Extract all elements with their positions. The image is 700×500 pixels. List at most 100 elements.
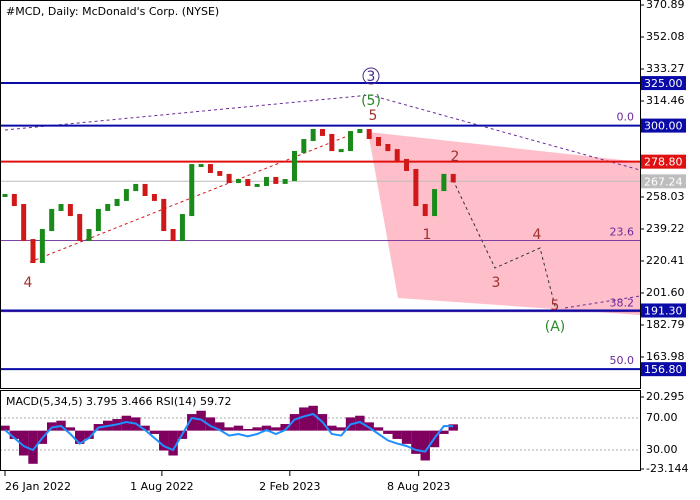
candle — [450, 173, 456, 183]
macd-bar — [140, 425, 150, 431]
macd-bar — [383, 430, 393, 434]
candle — [310, 129, 316, 142]
wave-label: 1 — [423, 227, 432, 243]
candle — [142, 183, 148, 196]
y-tick-label: 352.08 — [646, 30, 685, 43]
macd-bar — [28, 430, 38, 464]
macd-bar — [205, 417, 216, 431]
macd-bar — [149, 430, 160, 434]
level-box — [640, 118, 686, 133]
level-box — [640, 154, 686, 169]
macd-bar — [252, 427, 262, 431]
candle — [394, 149, 400, 161]
level-label: 156.80 — [644, 363, 683, 376]
candle — [282, 179, 288, 184]
macd-bar — [355, 415, 365, 431]
macd-bar — [401, 430, 412, 444]
macd-bar — [439, 430, 449, 434]
candle — [441, 173, 447, 192]
candle — [385, 143, 391, 152]
y-tick-label: 30.00 — [646, 443, 678, 456]
level-label: 267.24 — [644, 175, 683, 188]
candle — [226, 173, 232, 184]
candle — [198, 164, 204, 168]
candle — [263, 176, 269, 186]
macd-bar — [289, 414, 300, 431]
macd-bar — [65, 427, 76, 431]
macd-bar — [448, 424, 458, 431]
candle — [329, 133, 335, 152]
y-tick-label: 182.79 — [646, 318, 685, 331]
candle — [357, 129, 363, 134]
candle — [301, 139, 307, 153]
macd-bar — [392, 430, 402, 439]
macd-bar — [215, 422, 225, 431]
candle — [189, 164, 195, 217]
candle — [67, 204, 73, 217]
plot: 370.89352.08333.27314.46258.03239.22220.… — [0, 0, 688, 493]
wave-label: (A) — [545, 319, 566, 335]
trend-line — [4, 94, 641, 171]
wave-label: 5 — [551, 298, 560, 314]
candle — [77, 214, 83, 242]
wave-label: 3 — [367, 69, 376, 85]
macd-bar — [233, 425, 244, 431]
y-tick-label: 201.60 — [646, 286, 685, 299]
macd-bar — [327, 425, 337, 431]
candle — [151, 193, 157, 201]
macd-bar — [373, 427, 384, 431]
y-tick-label: 333.27 — [646, 62, 685, 75]
level-label: 278.80 — [644, 156, 683, 169]
macd-bar — [336, 427, 346, 431]
x-tick-label: 8 Aug 2023 — [387, 480, 450, 493]
macd-bar — [18, 430, 29, 456]
level-box — [640, 174, 686, 189]
fib-label: 38.2 — [610, 297, 635, 310]
x-tick-label: 2 Feb 2023 — [259, 480, 320, 493]
wave-label: 2 — [451, 149, 460, 165]
level-box — [640, 303, 686, 318]
macd-bar — [224, 427, 234, 431]
level-label: 325.00 — [644, 77, 683, 90]
indicator-frame — [0, 390, 641, 471]
wave-label: 5 — [369, 108, 378, 124]
level-label: 191.30 — [644, 304, 683, 317]
candle — [404, 158, 410, 171]
y-tick-label: 20.295 — [646, 390, 685, 403]
wave-label: 4 — [24, 275, 33, 291]
macd-bar — [121, 415, 132, 431]
wave-label: 4 — [533, 227, 542, 243]
macd-bar — [46, 422, 57, 431]
candle — [376, 137, 382, 146]
macd-bar — [187, 414, 197, 431]
candle — [170, 229, 176, 242]
y-tick-label: 220.41 — [646, 254, 685, 267]
macd-bar — [280, 424, 290, 431]
y-tick-label: 239.22 — [646, 222, 685, 235]
wave-label: 3 — [492, 275, 501, 291]
candle — [21, 204, 27, 242]
candle — [95, 208, 101, 232]
main-frame — [0, 0, 641, 389]
macd-bar — [0, 425, 10, 431]
fib-label: 0.0 — [617, 111, 635, 124]
y-tick-label: 314.46 — [646, 94, 685, 107]
forecast-path — [452, 179, 557, 311]
macd-bar — [420, 430, 430, 461]
y-tick-label: 370.89 — [646, 0, 685, 11]
macd-bar — [75, 430, 85, 444]
candle — [235, 179, 241, 184]
candle — [320, 129, 325, 136]
candle — [348, 131, 354, 152]
chart-title: #MCD, Daily: McDonald's Corp. (NYSE) — [6, 5, 219, 18]
candle — [413, 168, 419, 207]
candle — [207, 164, 213, 174]
projection-wedge — [368, 132, 640, 315]
candle — [161, 198, 167, 232]
macd-bar — [159, 430, 169, 451]
macd-bar — [9, 430, 20, 439]
indicator-title: MACD(5,34,5) 3.795 3.466 RSI(14) 59.72 — [6, 395, 231, 408]
x-tick-label: 26 Jan 2022 — [5, 480, 71, 493]
fib-label: 23.6 — [610, 226, 635, 239]
macd-bar — [84, 430, 94, 439]
